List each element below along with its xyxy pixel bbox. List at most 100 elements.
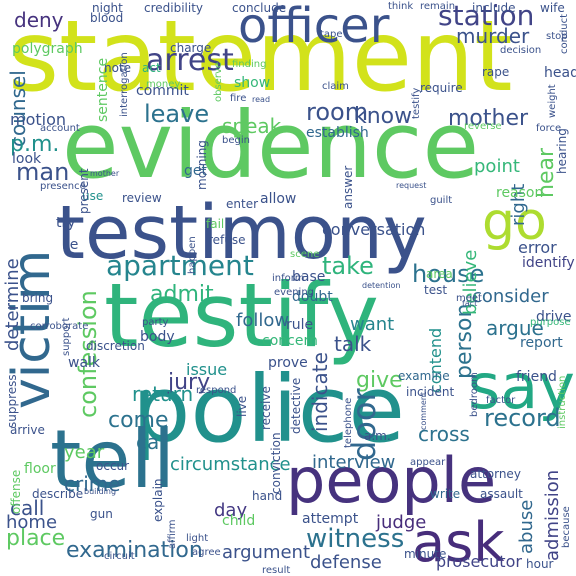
word-bring: bring [22, 291, 54, 305]
word-detective: detective [289, 377, 303, 434]
word-circuit: circuit [104, 551, 135, 562]
word-wife: wife [540, 1, 565, 15]
word-corroborate: corroborate [30, 321, 89, 332]
word-contend: contend [426, 327, 445, 393]
word-come: come [108, 408, 169, 433]
word-guilt: guilt [430, 195, 453, 206]
word-speak: speak [222, 114, 282, 138]
word-admit: admit [150, 282, 214, 307]
word-jury: jury [168, 370, 211, 395]
word-rape: rape [482, 65, 510, 79]
word-conclude: conclude [232, 1, 287, 15]
word-force: force [536, 123, 562, 134]
word-comment: comment [419, 391, 428, 430]
word-statement: statement [8, 0, 513, 114]
word-respond: respond [196, 385, 237, 396]
word-judge: judge [376, 512, 427, 533]
word-go: go [482, 192, 547, 252]
word-night: night [92, 1, 123, 15]
word-appear: appear [410, 457, 446, 468]
word-agree: agree [192, 547, 221, 558]
word-child: child [222, 513, 256, 529]
word-fail: fail [206, 217, 225, 231]
word-remain: remain [420, 1, 456, 12]
word-say: say [468, 350, 575, 423]
word-scene: scene [290, 249, 320, 260]
word-receive: receive [259, 386, 273, 430]
word-charge: charge [170, 41, 212, 55]
word-interview: interview [312, 452, 396, 473]
word-record: record [484, 404, 561, 432]
word-rule: rule [286, 317, 314, 333]
word-telephone: telephone [343, 397, 354, 448]
word-people: people [286, 444, 497, 517]
word-talk: talk [334, 332, 372, 356]
word-incident: incident [406, 385, 455, 399]
word-leave: leave [144, 100, 210, 128]
word-credibility: credibility [144, 1, 204, 15]
word-describe: describe [32, 487, 84, 501]
word-argument: argument [222, 542, 311, 563]
word-apartment: apartment [106, 249, 254, 282]
word-attorney: attorney [470, 467, 521, 481]
word-deny: deny [14, 8, 64, 32]
word-evidence: evidence [62, 92, 480, 199]
word-mother-small: mother [90, 169, 120, 178]
word-observe: observe [213, 61, 224, 102]
word-error: error [518, 238, 557, 257]
word-polygraph: polygraph [12, 41, 83, 57]
word-light: light [186, 533, 209, 544]
word-know: know [354, 104, 413, 129]
word-walk: walk [68, 355, 101, 371]
word-factor: factor [486, 395, 516, 406]
word-account: account [40, 123, 80, 134]
word-hearing: hearing [555, 128, 569, 174]
word-require: require [420, 81, 463, 95]
word-conviction: conviction [269, 432, 283, 494]
word-enter: enter [226, 197, 259, 211]
word-argue: argue [486, 316, 544, 340]
word-show: show [234, 75, 271, 91]
word-follow: follow [236, 310, 290, 331]
word-determine: determine [2, 258, 23, 351]
word-area: area [426, 267, 453, 281]
word-bedroom: bedroom [469, 372, 480, 417]
word-think: think [388, 1, 414, 12]
word-refuse: refuse [208, 233, 246, 247]
word-blood: blood [90, 11, 124, 25]
word-testimony: testimony [56, 190, 427, 276]
word-money: money [146, 79, 181, 90]
word-tell: tell [50, 413, 176, 506]
word-allow: allow [260, 191, 297, 207]
word-friend: friend [516, 369, 557, 385]
word-occur: occur [96, 459, 130, 473]
word-hand: hand [252, 489, 283, 503]
word-examination: examination [66, 538, 203, 563]
word-identify: identify [522, 255, 575, 271]
word-house: house [412, 260, 485, 288]
word-finding: finding [232, 59, 267, 70]
word-presence: presence [40, 181, 86, 192]
word-stop: stop [546, 31, 568, 42]
word-report: report [520, 335, 563, 351]
word-because: because [561, 506, 572, 548]
word-suppress: suppress [5, 374, 19, 428]
word-doubt: doubt [292, 289, 333, 305]
word-purpose: purpose [530, 317, 571, 328]
word-look: look [12, 151, 42, 167]
word-include: include [472, 1, 516, 15]
word-test: test [424, 283, 448, 297]
word-drive: drive [536, 309, 572, 325]
word-day: day [214, 500, 248, 521]
word-live: live [235, 395, 249, 417]
word-witness: witness [306, 524, 405, 554]
word-am: a.m. [364, 429, 391, 443]
word-instruction: instruction [557, 375, 568, 429]
word-hour: hour [526, 557, 554, 571]
word-conversation: conversation [322, 220, 426, 239]
word-motion: motion [10, 110, 67, 129]
word-prosecutor: prosecutor [436, 552, 522, 571]
word-gun: gun [90, 507, 113, 521]
word-murder: murder [456, 24, 530, 48]
word-year: year [64, 442, 105, 463]
